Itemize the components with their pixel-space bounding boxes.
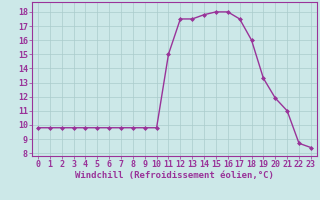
X-axis label: Windchill (Refroidissement éolien,°C): Windchill (Refroidissement éolien,°C) bbox=[75, 171, 274, 180]
